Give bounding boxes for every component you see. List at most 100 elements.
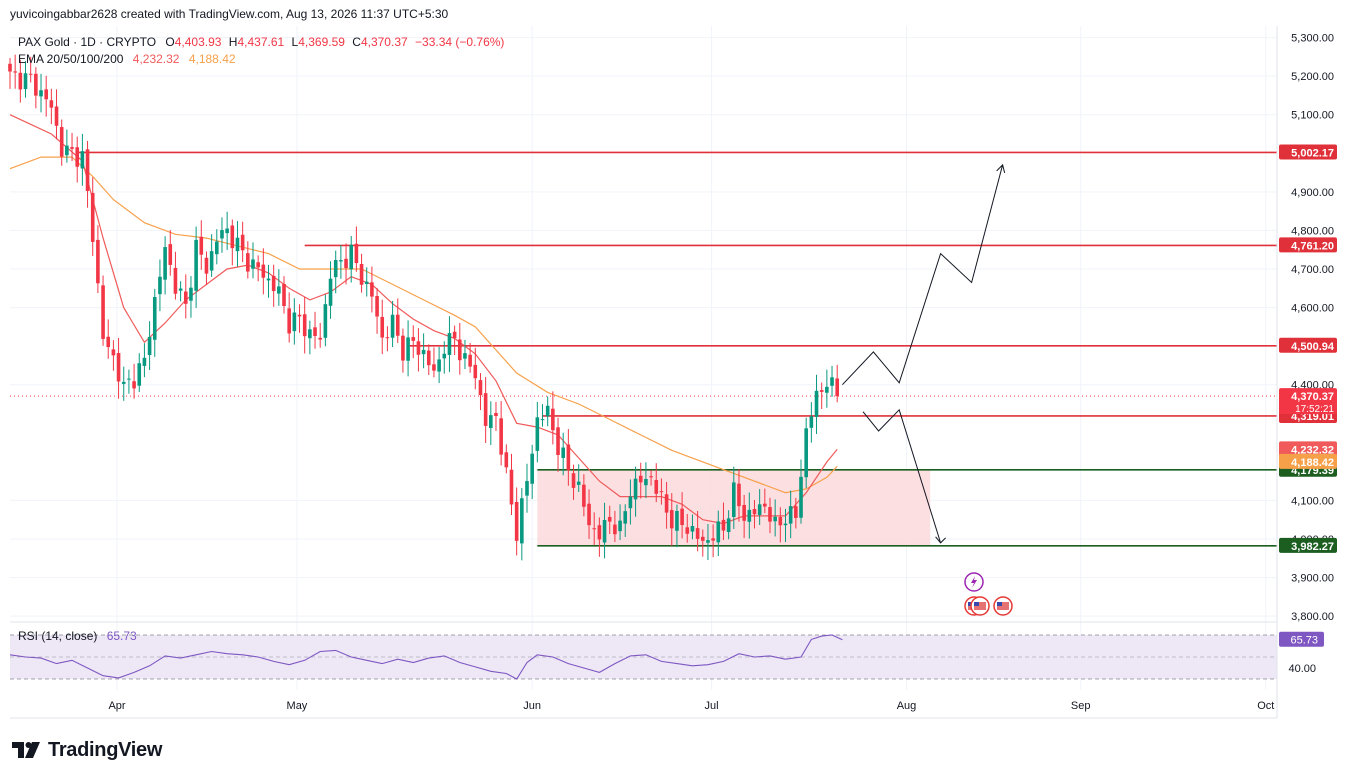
candle-body [473, 364, 478, 379]
candle-body [695, 528, 700, 539]
candle-body [225, 228, 229, 234]
candle-body [628, 496, 633, 509]
candle-body [571, 473, 576, 488]
candle-body [576, 481, 581, 485]
candle-body [49, 100, 54, 108]
candle-body [747, 509, 752, 522]
rsi-legend[interactable]: RSI (14, close) 65.73 [18, 629, 137, 643]
candle-body [799, 476, 803, 518]
ema50-value: 4,188.42 [188, 52, 236, 66]
ohlc-close-label: C [352, 35, 361, 49]
candle-body [297, 314, 302, 317]
candle-body [809, 416, 814, 428]
level-badge-bg [1279, 144, 1337, 160]
candle-body [111, 349, 116, 356]
candle-body [457, 339, 462, 361]
symbol-name[interactable]: PAX Gold · 1D · CRYPTO [18, 35, 157, 49]
candle-body [287, 308, 291, 334]
candle-body [783, 523, 788, 526]
candle-body [602, 519, 607, 543]
candle-body [344, 258, 348, 269]
candle-body [127, 378, 131, 380]
rsi-line [9, 634, 843, 680]
level-badge-bg [1279, 237, 1337, 253]
candle-body [282, 283, 286, 307]
candle-body [308, 329, 312, 339]
tradingview-logo-icon [12, 742, 40, 758]
candle-body [675, 511, 679, 531]
candle-body [757, 504, 762, 516]
candle-body [737, 483, 741, 507]
event-icons [964, 572, 1013, 616]
candle-body [204, 257, 209, 274]
price-tick-label: 3,900.00 [1291, 573, 1334, 585]
candle-body [70, 147, 74, 149]
candle-body [773, 516, 777, 522]
ema-lines [9, 114, 838, 525]
level-badge-label: 4,761.20 [1291, 240, 1334, 252]
candle-body [375, 296, 379, 317]
candle-body [183, 291, 188, 304]
ohlc-close: 4,370.37 [360, 35, 408, 49]
candle-body [370, 282, 374, 297]
candle-body [23, 73, 28, 90]
candle-body [121, 381, 126, 384]
candle-body [618, 520, 622, 532]
candle-body [168, 244, 173, 265]
tradingview-logo[interactable]: TradingView [12, 736, 162, 764]
candle-body [75, 147, 80, 167]
candle-body [509, 469, 514, 505]
candle-body [277, 286, 281, 294]
price-tick-label: 3,800.00 [1291, 611, 1334, 623]
ohlc-high-label: H [228, 35, 238, 49]
price-tick-label: 4,700.00 [1291, 264, 1334, 276]
time-tick-label: Jul [705, 700, 719, 712]
rsi-value-badge-label: 65.73 [1290, 635, 1318, 647]
candle-body [819, 390, 824, 392]
candle-body [199, 236, 204, 255]
candle-body [489, 415, 493, 428]
candle-body [540, 419, 545, 421]
candle-body [137, 363, 142, 386]
rsi-tick-label: 40.00 [1288, 663, 1316, 675]
candle-body [437, 359, 441, 372]
candle-body [152, 297, 157, 340]
candle-body [794, 506, 798, 518]
candle-body [685, 527, 690, 534]
last-price-badge-countdown: 17:52:21 [1295, 404, 1334, 415]
candle-body [132, 381, 136, 389]
tradingview-logo-text: TradingView [48, 738, 163, 761]
candle-body [380, 316, 385, 338]
grid-lines [10, 26, 1277, 690]
candle-body [530, 453, 534, 484]
candle-body [592, 528, 597, 530]
ohlc-open: 4,403.93 [174, 35, 222, 49]
candle-body [246, 253, 250, 272]
us-flag-stripes-icon [997, 602, 1009, 610]
candle-body [271, 275, 276, 292]
author-line: yuvicoingabbar2628 created with TradingV… [10, 7, 449, 21]
time-tick-label: Aug [897, 700, 917, 712]
candle-body [788, 506, 793, 524]
ohlc-low-label: L [291, 35, 299, 49]
candle-body [8, 63, 12, 72]
candle-body [726, 518, 731, 533]
candle-body [44, 89, 48, 100]
ema-legend[interactable]: EMA 20/50/100/200 4,232.32 4,188.42 [18, 52, 236, 66]
candle-body [525, 481, 529, 496]
candle-body [463, 353, 467, 359]
candle-body [804, 428, 808, 478]
candle-body [654, 480, 659, 494]
candle-body [499, 418, 503, 455]
candle-body [292, 312, 297, 332]
candle-body [711, 538, 715, 541]
candle-body [514, 501, 519, 541]
candle-body [147, 336, 152, 356]
ema20-badge-bg [1279, 441, 1337, 457]
candle-body [825, 386, 829, 393]
candle-body [716, 521, 721, 543]
candle-body [65, 145, 69, 156]
projection-lines [842, 163, 1006, 544]
candle-body [178, 288, 183, 291]
